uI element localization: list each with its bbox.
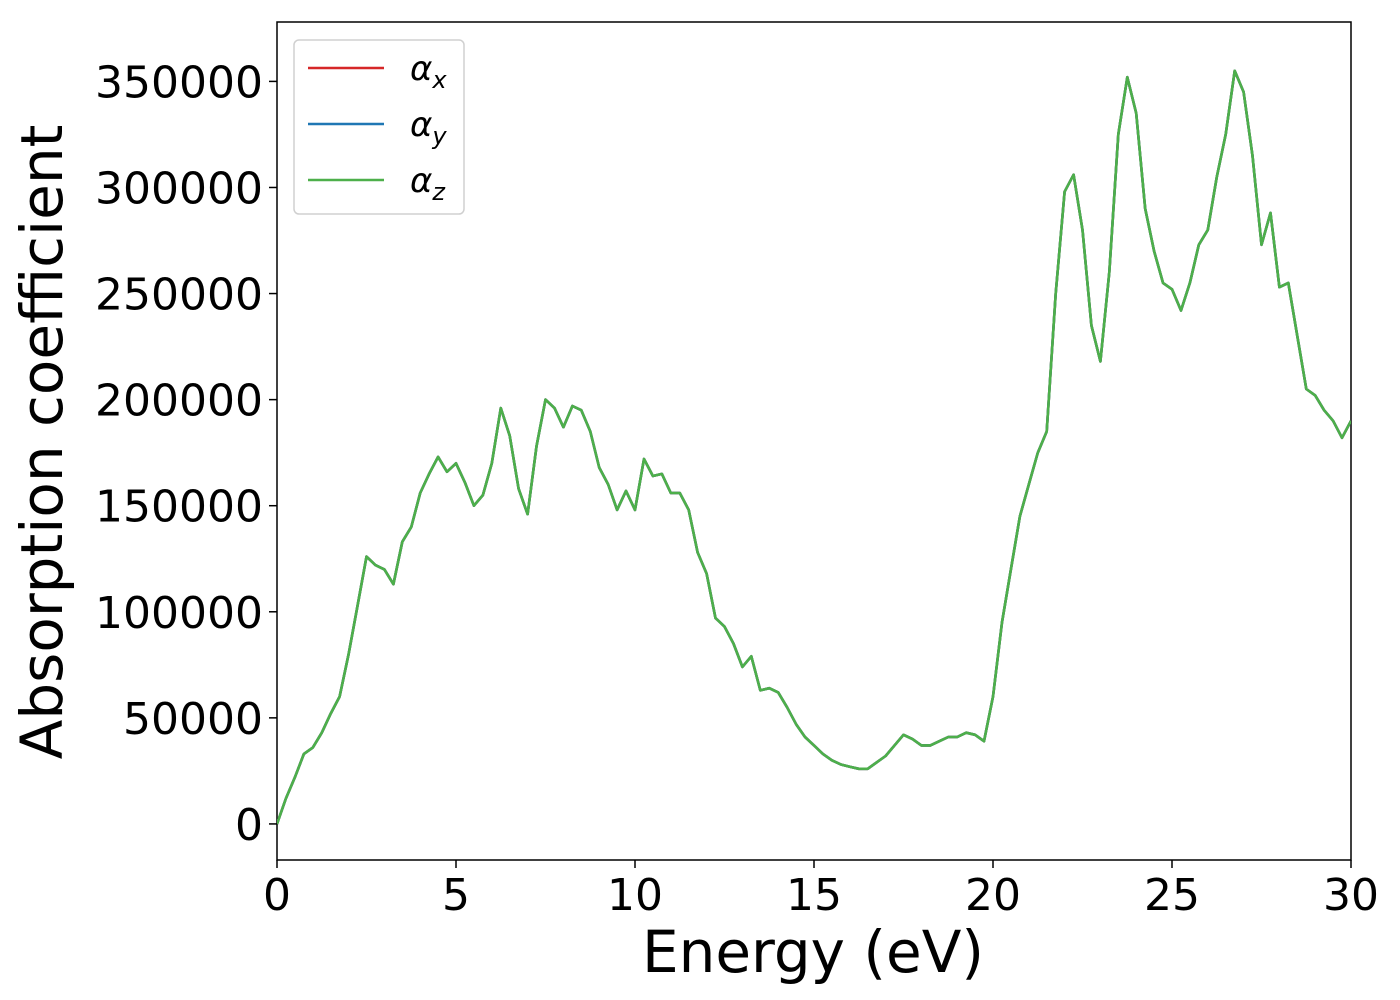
legend-label: αy <box>410 105 447 150</box>
x-tick-label: 10 <box>607 870 663 921</box>
x-axis: 0 5 10 15 20 25 30 <box>263 860 1379 921</box>
y-tick-label: 300000 <box>95 163 263 214</box>
x-axis-title: Energy (eV) <box>642 918 984 986</box>
y-tick-label: 150000 <box>95 482 263 533</box>
legend-box <box>293 39 465 215</box>
x-tick-label: 20 <box>965 870 1021 921</box>
y-tick-label: 50000 <box>123 694 263 745</box>
legend-label: αz <box>410 161 446 206</box>
x-tick-label: 0 <box>263 870 291 921</box>
y-tick-label: 250000 <box>95 270 263 321</box>
legend: αx αy αz <box>293 39 465 215</box>
y-tick-label: 100000 <box>95 588 263 639</box>
x-tick-label: 5 <box>442 870 470 921</box>
series-line-alpha-z <box>277 69 1351 825</box>
x-tick-label: 25 <box>1144 870 1200 921</box>
y-tick-label: 200000 <box>95 376 263 427</box>
x-tick-label: 15 <box>786 870 842 921</box>
series-layer <box>277 69 1351 825</box>
y-axis: 0 50000 100000 150000 200000 250000 300000 3500… <box>95 57 277 851</box>
legend-label: αx <box>410 49 447 94</box>
y-axis-title: Absorption coefficient <box>8 125 76 760</box>
y-tick-label: 350000 <box>95 57 263 108</box>
x-tick-label: 30 <box>1323 870 1379 921</box>
y-tick-label: 0 <box>235 800 263 851</box>
